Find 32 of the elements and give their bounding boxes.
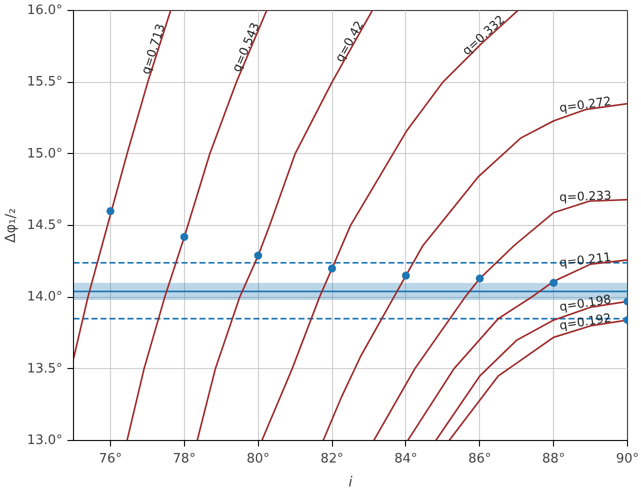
x-tick-label: 86° [468,452,492,466]
y-tick-label: 15.5° [27,74,63,90]
series-label: q=0.233 [559,188,612,204]
x-tick-label: 82° [320,452,344,466]
y-tick-label: 15.0° [27,146,63,162]
text: q=0.211 [558,250,612,270]
line-series [126,10,268,440]
x-tick-label: 84° [394,452,418,466]
point [476,274,484,283]
x-tick-label: 80° [246,452,270,466]
y-tick-label: 13.5° [27,361,63,376]
y-tick-label: 14.5° [27,218,63,233]
line-series [74,10,172,360]
point [402,272,410,280]
text: q=0.198 [558,292,612,314]
y-tick-label: 13.0° [27,433,63,448]
text: q=0.272 [558,94,612,116]
point [106,207,114,216]
y-tick-label: 16.0° [27,3,63,18]
x-tick-label: 78° [172,452,196,466]
x-tick-label: 88° [542,452,566,466]
y-tick-label: 14.0° [27,290,63,305]
point [328,264,336,272]
x-tick-label: 76° [98,452,122,466]
point [550,278,558,287]
point [254,252,262,260]
point [180,232,188,241]
line-series [261,10,519,440]
y-axis-title: Δφ₁/₂ [3,208,20,243]
line-series [196,10,374,440]
x-tick-label: 90° [616,452,640,466]
x-axis-title: i [348,474,353,490]
